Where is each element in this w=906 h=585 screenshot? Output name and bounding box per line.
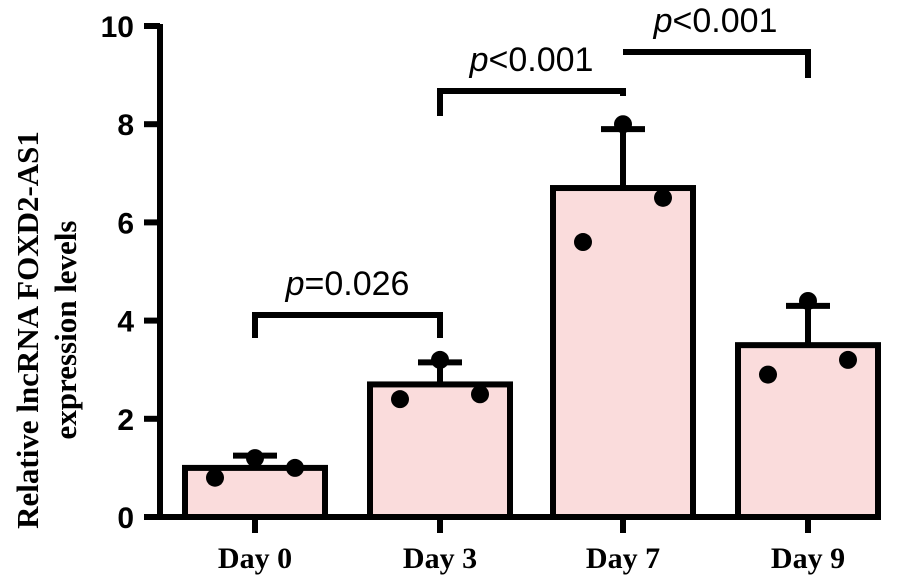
y-axis-title: Relative lncRNA FOXD2-AS1 expression lev… — [10, 131, 83, 529]
x-tick-labels: Day 0 Day 3 Day 7 Day 9 — [218, 517, 845, 575]
data-points — [206, 115, 857, 487]
bar-1 — [367, 381, 513, 520]
p-value-prefix-1: p — [469, 41, 489, 79]
x-tick-label-0: Day 0 — [218, 542, 292, 575]
data-point-3-1 — [799, 291, 817, 310]
bars — [182, 185, 881, 520]
data-point-1-0 — [391, 390, 409, 409]
significance-bracket-1 — [437, 88, 626, 116]
data-point-2-2 — [654, 188, 672, 207]
y-tick-label-5: 10 — [101, 11, 134, 44]
y-tick-label-0: 0 — [117, 502, 134, 535]
significance-bracket-2 — [623, 49, 811, 78]
y-tick-label-3: 6 — [117, 207, 134, 240]
data-point-3-2 — [839, 350, 857, 369]
data-point-1-2 — [471, 385, 489, 404]
p-value-label-0: p=0.026 — [285, 265, 410, 303]
data-point-0-1 — [246, 449, 264, 468]
x-tick-label-1: Day 3 — [403, 542, 477, 575]
bar-3 — [735, 342, 881, 520]
data-point-2-0 — [574, 233, 592, 252]
p-value-prefix-2: p — [653, 2, 673, 40]
p-value-prefix-0: p — [285, 265, 305, 303]
p-value-text-0: =0.026 — [304, 265, 409, 303]
y-tick-label-2: 4 — [117, 306, 134, 339]
data-point-0-0 — [206, 468, 224, 487]
data-point-1-1 — [431, 350, 449, 369]
data-point-3-0 — [759, 365, 777, 384]
data-point-0-2 — [286, 458, 304, 477]
bar-2 — [550, 185, 696, 520]
data-point-2-1 — [614, 115, 632, 134]
y-tick-label-4: 8 — [117, 109, 134, 142]
x-tick-label-3: Day 9 — [771, 542, 845, 575]
p-value-text-2: <0.001 — [672, 2, 777, 40]
y-axis-title-line-1: Relative lncRNA FOXD2-AS1 — [10, 131, 45, 529]
y-axis-title-line-2: expression levels — [48, 221, 83, 440]
x-tick-label-2: Day 7 — [586, 542, 660, 575]
p-value-label-2: p<0.001 — [653, 2, 778, 40]
y-ticks: 0 2 4 6 8 10 — [101, 11, 160, 535]
bar-0 — [182, 464, 328, 520]
p-value-text-1: <0.001 — [488, 41, 593, 79]
significance-bracket-0 — [252, 312, 443, 338]
p-value-label-1: p<0.001 — [469, 41, 594, 79]
y-tick-label-1: 2 — [117, 404, 134, 437]
